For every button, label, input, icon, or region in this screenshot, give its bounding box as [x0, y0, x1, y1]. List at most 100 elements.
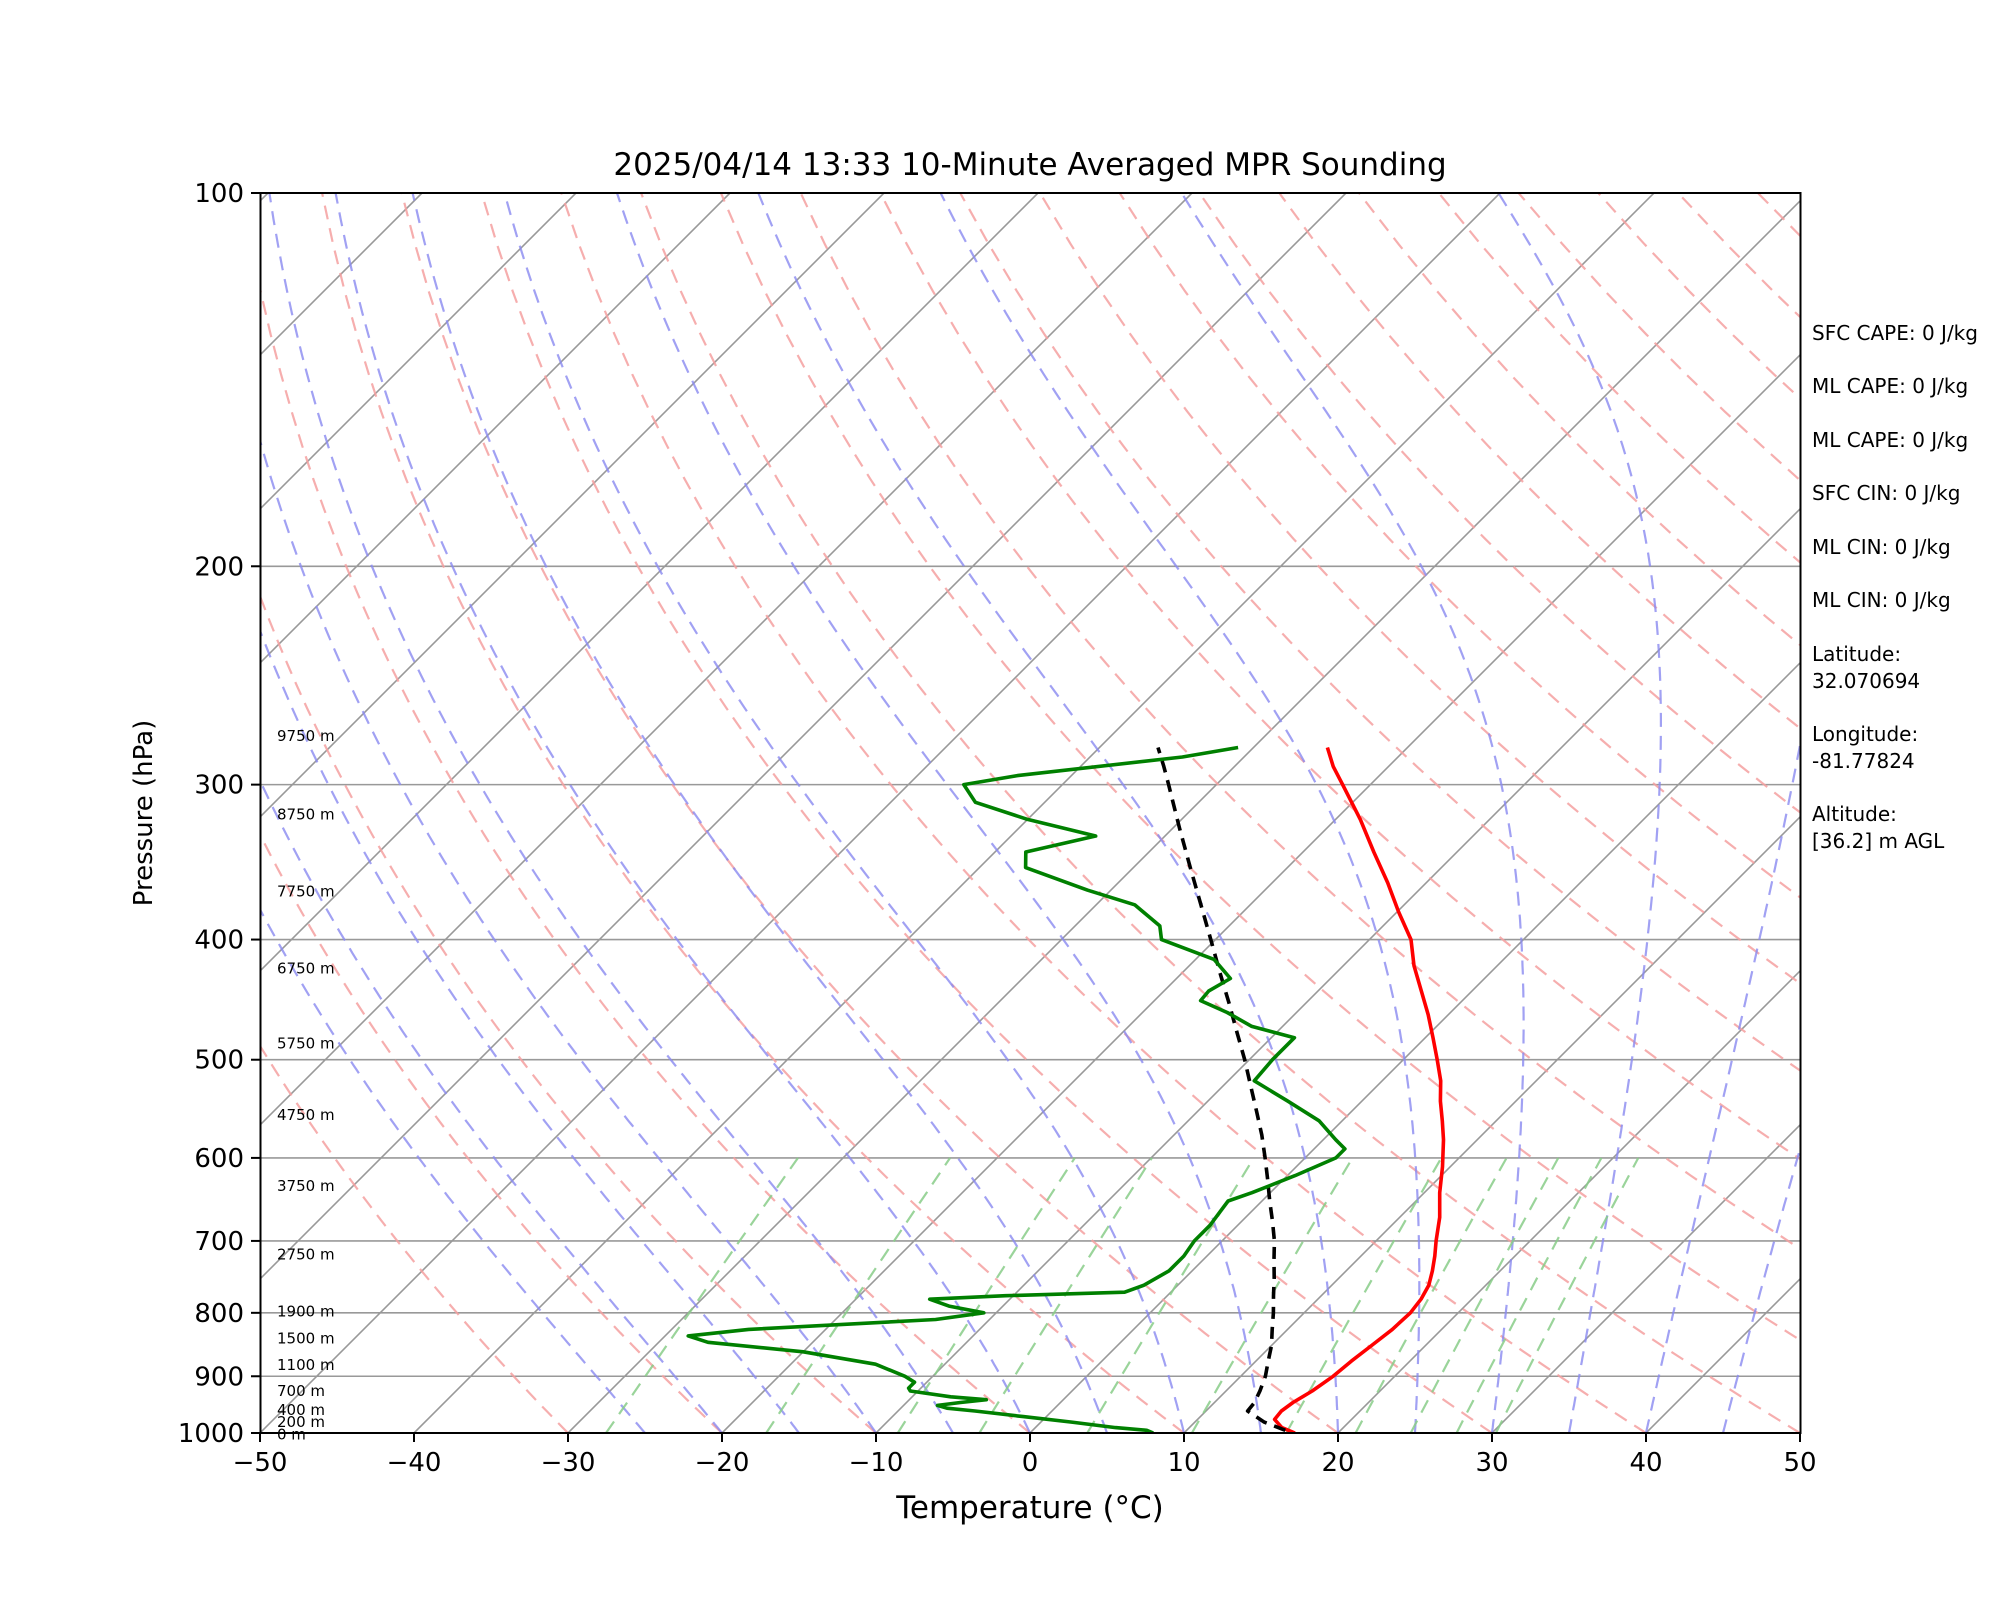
dry-adiabat	[799, 193, 1800, 1251]
y-tick-label: 200	[194, 552, 244, 582]
height-label: 2750 m	[277, 1246, 335, 1264]
height-label: 700 m	[277, 1382, 325, 1400]
height-label: 5750 m	[277, 1034, 335, 1052]
moist-adiabat	[260, 627, 800, 1433]
sfc-cin-text: SFC CIN: 0 J/kg	[1812, 481, 1960, 505]
x-tick-label: 40	[1629, 1448, 1662, 1478]
moist-adiabat	[1644, 739, 1800, 1433]
dry-adiabat	[719, 193, 1800, 1342]
sounding-profiles	[686, 745, 1446, 1433]
height-label: 1100 m	[277, 1356, 335, 1374]
y-axis-ticks: 100 200 300 400 500 600 700 800 900 1000	[178, 179, 260, 1449]
moist-adiabat	[268, 193, 954, 1433]
isotherm--80	[260, 193, 1039, 973]
x-tick-label: 0	[1022, 1448, 1039, 1478]
y-tick-label: 900	[194, 1362, 244, 1392]
dry-adiabat	[1039, 193, 1800, 985]
x-axis-ticks: −50 −40 −30 −20 −10 0 10 20 30 40 50	[233, 1433, 1817, 1478]
isotherm--10	[875, 507, 1800, 1433]
dry-adiabat	[480, 193, 1493, 1433]
height-label: 1900 m	[277, 1303, 335, 1321]
altitude-value: [36.2] m AGL	[1812, 829, 1945, 853]
x-tick-label: 50	[1783, 1448, 1816, 1478]
isotherm--70	[260, 193, 1193, 1127]
isotherm-0	[1029, 661, 1800, 1433]
height-label: 1500 m	[277, 1330, 335, 1348]
isotherm--110	[260, 193, 577, 511]
y-tick-label: 700	[194, 1227, 244, 1257]
isotherm-20	[1337, 969, 1800, 1433]
x-tick-label: 30	[1475, 1448, 1508, 1478]
dry-adiabat	[400, 193, 1339, 1433]
y-axis-label: Pressure (hPa)	[129, 720, 159, 907]
mixing-ratio-line	[1190, 1157, 1354, 1433]
moist-adiabat	[1180, 193, 1525, 1433]
isotherm--30	[567, 199, 1800, 1433]
height-label: 6750 m	[277, 959, 335, 977]
dry-adiabat	[260, 832, 723, 1433]
y-tick-label: 600	[194, 1144, 244, 1174]
height-label: 7750 m	[277, 883, 335, 901]
background-lines	[260, 193, 1800, 1433]
x-tick-label: −50	[233, 1448, 288, 1478]
moist-adiabat	[757, 193, 1340, 1433]
isotherm--20	[721, 353, 1800, 1433]
moist-adiabat	[334, 193, 1031, 1433]
height-label: 400 m	[277, 1401, 325, 1419]
height-label: 9750 m	[277, 727, 335, 745]
dry-adiabat	[959, 193, 1800, 1072]
ml-cin-text-2: ML CIN: 0 J/kg	[1812, 588, 1951, 612]
y-tick-label: 100	[194, 179, 244, 209]
x-tick-label: −30	[541, 1448, 596, 1478]
chart-title: 2025/04/14 13:33 10-Minute Averaged MPR …	[613, 147, 1446, 183]
height-label: 3750 m	[277, 1177, 335, 1195]
altitude-label: Altitude:	[1812, 802, 1897, 826]
mixing-ratio-line	[978, 1157, 1153, 1433]
parcel-profile	[1156, 746, 1286, 1432]
dewpoint-profile	[686, 745, 1347, 1433]
y-tick-label: 300	[194, 771, 244, 801]
dry-adiabat	[879, 193, 1800, 1161]
isotherm--100	[260, 193, 731, 665]
dry-adiabat	[640, 193, 1800, 1433]
y-tick-label: 800	[194, 1299, 244, 1329]
x-tick-label: −10	[849, 1448, 904, 1478]
dry-adiabat	[560, 193, 1647, 1433]
dry-adiabat	[260, 593, 877, 1433]
latitude-value: 32.070694	[1812, 669, 1920, 693]
moist-adiabat	[503, 193, 1186, 1433]
x-tick-label: 20	[1321, 1448, 1354, 1478]
isotherm--60	[260, 193, 1347, 1281]
x-tick-label: −40	[387, 1448, 442, 1478]
isotherm--90	[260, 193, 885, 819]
ml-cin-text: ML CIN: 0 J/kg	[1812, 535, 1951, 559]
ml-cape-text: ML CAPE: 0 J/kg	[1812, 374, 1968, 398]
y-tick-label: 1000	[178, 1419, 244, 1449]
moist-adiabat	[260, 907, 646, 1433]
height-label: 200 m	[277, 1413, 325, 1431]
sfc-cape-text: SFC CAPE: 0 J/kg	[1812, 321, 1978, 345]
moist-adiabat	[939, 193, 1421, 1433]
isotherm-10	[1183, 815, 1800, 1433]
height-label: 0 m	[277, 1426, 306, 1444]
moist-adiabat	[615, 193, 1263, 1433]
dry-adiabat	[260, 282, 1031, 1433]
moist-adiabat	[411, 193, 1109, 1433]
latitude-label: Latitude:	[1812, 642, 1901, 666]
longitude-value: -81.77824	[1812, 749, 1915, 773]
moist-adiabat	[1497, 193, 1663, 1433]
mixing-ratio-line	[765, 1157, 952, 1433]
x-axis-label: Temperature (°C)	[895, 1490, 1164, 1526]
parameter-panel: SFC CAPE: 0 J/kg ML CAPE: 0 J/kg ML CAPE…	[1812, 321, 1978, 853]
height-label: 8750 m	[277, 805, 335, 823]
y-tick-label: 500	[194, 1046, 244, 1076]
dry-adiabat	[321, 193, 1185, 1433]
mixing-ratio-line	[605, 1157, 799, 1433]
y-tick-label: 400	[194, 926, 244, 956]
height-label: 4750 m	[277, 1106, 335, 1124]
isotherm--40	[413, 193, 1655, 1433]
isotherm--50	[260, 193, 1501, 1433]
moist-adiabat	[260, 777, 723, 1433]
